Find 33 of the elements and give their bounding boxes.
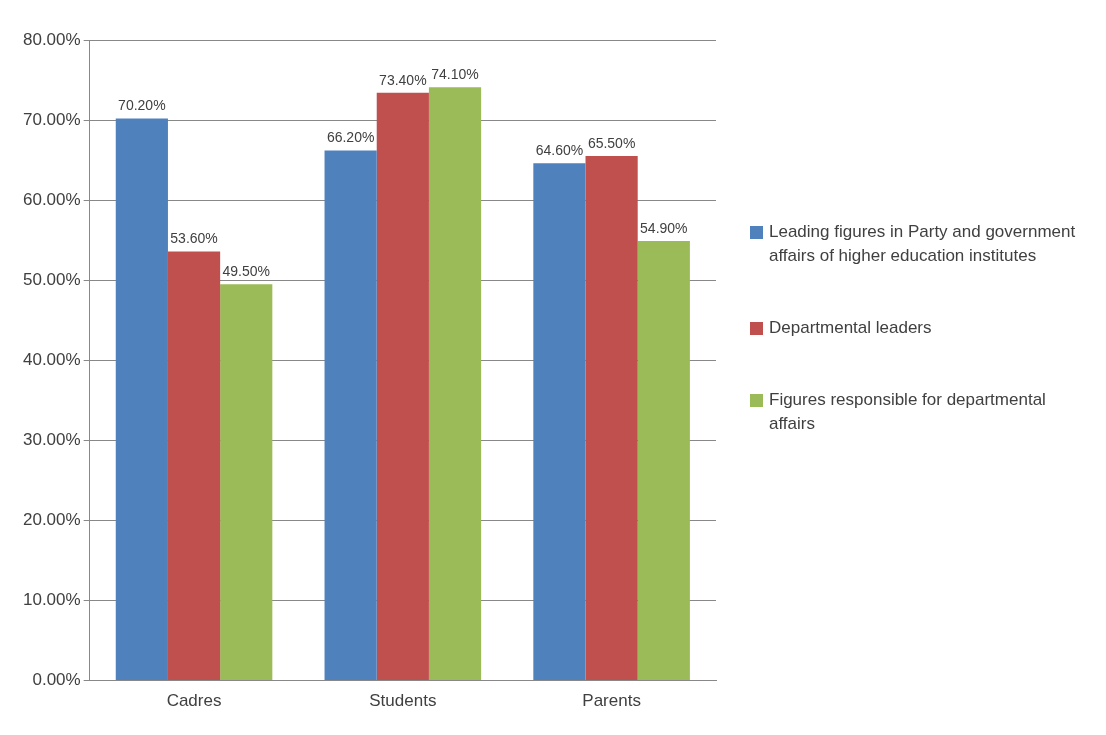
bar [324,150,377,681]
bar [428,87,482,681]
y-tick-label: 80.00% [22,29,81,49]
data-label: 74.10% [431,66,479,83]
y-tick-label: 60.00% [22,189,81,209]
data-label: 49.50% [222,263,270,280]
legend-label: Leading figures in Party and government affairs of higher education institutes [769,221,1077,267]
bar [376,92,429,681]
y-tick-label: 10.00% [22,590,81,610]
bar [115,118,168,681]
bar [637,240,690,681]
data-label: 64.60% [535,142,584,159]
y-tick-label: 20.00% [22,510,81,530]
bar [167,251,221,681]
legend-label: Departmental leaders [769,317,932,339]
data-label: 53.60% [170,230,218,247]
y-tick-label: 30.00% [22,430,81,450]
y-tick-label: 70.00% [22,109,81,129]
y-tick-label: 0.00% [32,670,81,690]
data-label: 66.20% [326,129,375,146]
data-label: 73.40% [379,71,427,88]
x-tick-label: Cadres [166,691,222,711]
data-label: 65.50% [587,134,636,151]
data-label: 54.90% [640,219,688,236]
x-tick-label: Parents [582,691,641,711]
y-tick-label: 50.00% [22,269,81,289]
bar [220,284,273,681]
x-tick-label: Students [369,691,437,711]
bar [585,156,638,681]
y-tick-label: 40.00% [22,349,81,369]
legend-label: Figures responsible for departmental affairs [769,389,1047,435]
bar [533,163,586,681]
data-label: 70.20% [118,97,166,114]
